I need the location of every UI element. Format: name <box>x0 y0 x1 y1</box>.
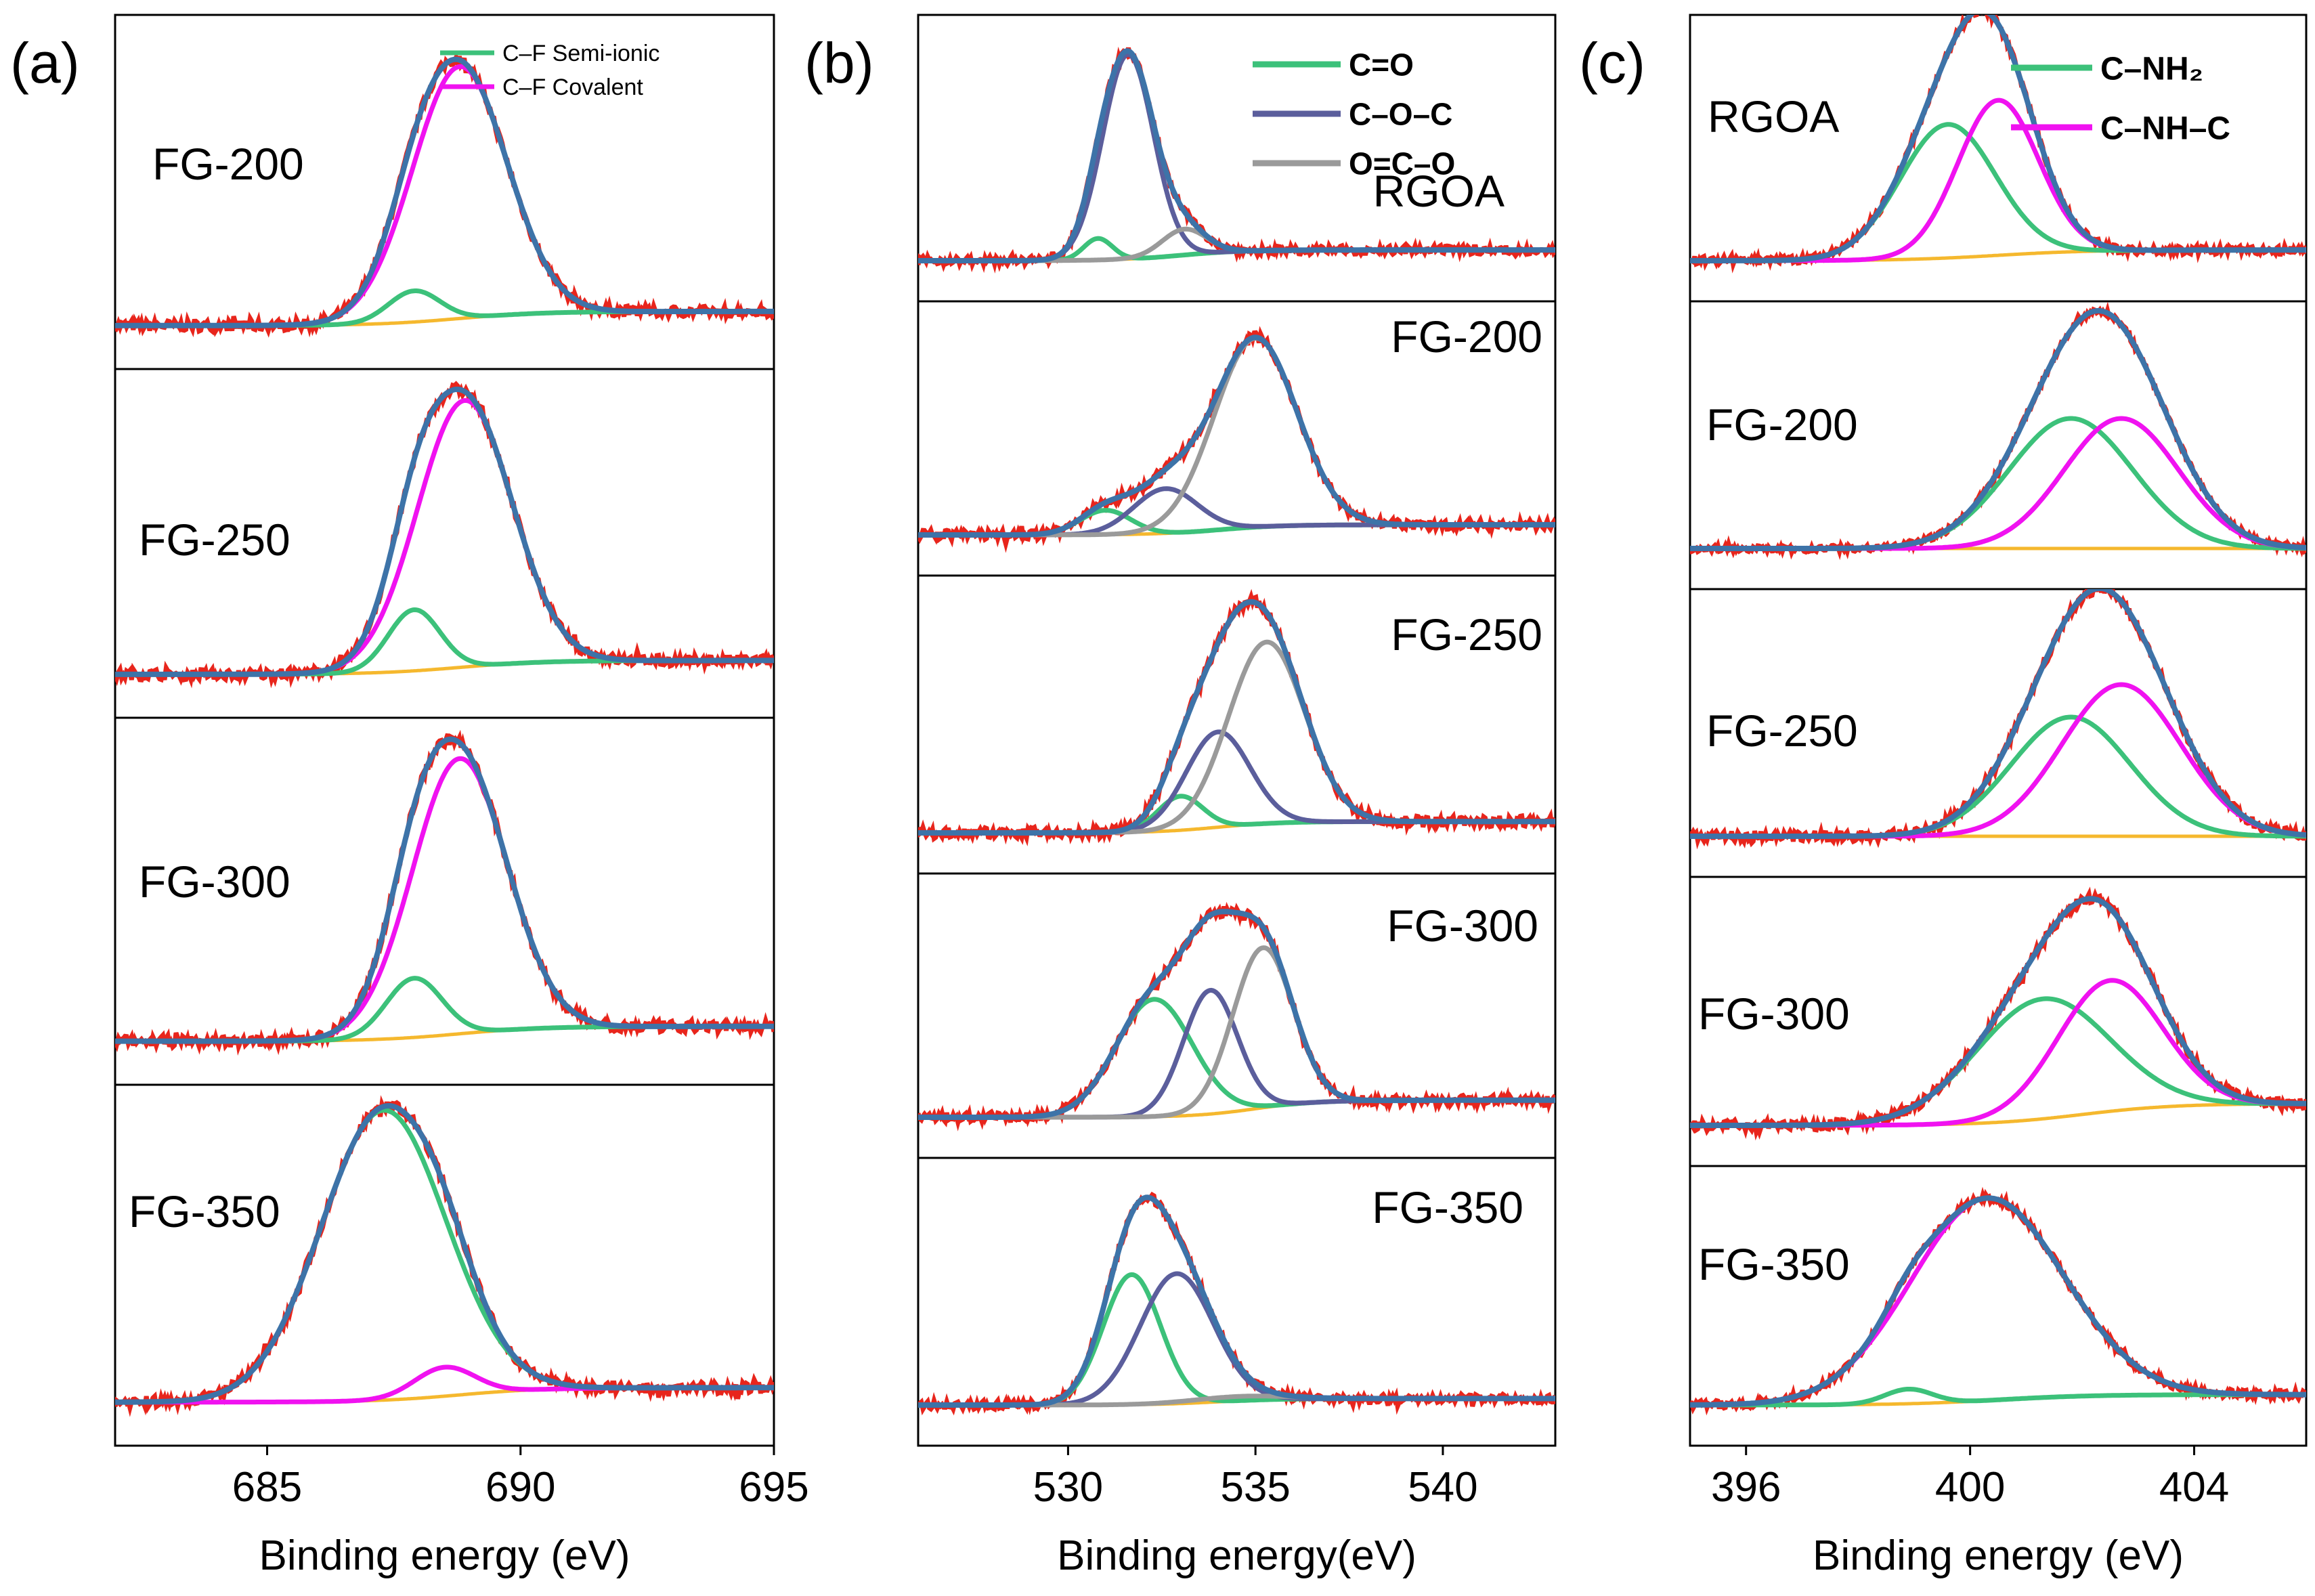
panel-b: C=O C–O–C O=C–O <box>917 14 1557 1455</box>
component-line-slate <box>918 51 1555 263</box>
legend-label: C–NH₂ <box>2100 51 2203 87</box>
envelope-line <box>1690 589 2306 839</box>
x-tick-label: 400 <box>1935 1464 2005 1511</box>
x-tick-label: 530 <box>1033 1464 1103 1511</box>
x-tick-label: 404 <box>2159 1464 2229 1511</box>
component-line-magenta <box>1690 1195 2306 1408</box>
legend-label: C–F Covalent <box>502 74 643 100</box>
raw-data-line <box>918 46 1555 274</box>
spectrum-FG-300 <box>1690 886 2306 1141</box>
component-line-green <box>918 794 1555 836</box>
legend: C–NH₂ C–NH–C <box>2011 51 2230 146</box>
legend-label: C–O–C <box>1349 97 1452 132</box>
x-axis-label: Binding energy (eV) <box>1813 1532 2184 1579</box>
spectrum-FG-300 <box>115 729 774 1056</box>
sample-label: FG-250 <box>1391 609 1542 660</box>
x-tick-label: 690 <box>485 1464 555 1511</box>
panel-c: C–NH₂ C–NH–C <box>1689 14 2308 1455</box>
raw-data-line <box>115 51 774 338</box>
legend-label: O=C–O <box>1349 146 1455 181</box>
x-axis-label: Binding energy(eV) <box>1057 1532 1416 1579</box>
component-line-green <box>115 1108 774 1405</box>
envelope-line <box>115 387 774 677</box>
component-line-magenta <box>115 64 774 328</box>
envelope-line <box>115 56 774 328</box>
legend-label: C=O <box>1349 47 1414 83</box>
panel-label: (a) <box>10 31 80 95</box>
sample-label: RGOA <box>1708 91 1839 142</box>
x-axis-label: Binding energy (eV) <box>259 1532 630 1579</box>
spectrum-FG-200 <box>1690 301 2306 561</box>
spectrum-FG-250 <box>918 588 1555 846</box>
x-tick-label: 540 <box>1408 1464 1477 1511</box>
envelope-line <box>115 736 774 1044</box>
component-line-green <box>115 976 774 1044</box>
axis-frame <box>1689 14 2308 1447</box>
raw-data-line <box>918 326 1555 553</box>
component-line-gray <box>918 639 1555 836</box>
sample-label: FG-350 <box>1698 1239 1850 1289</box>
spectrum-FG-250 <box>115 381 774 689</box>
envelope-line <box>918 599 1555 836</box>
envelope-line <box>918 48 1555 263</box>
component-line-green <box>1690 1387 2306 1408</box>
envelope-line <box>918 909 1555 1120</box>
spectrum-FG-250 <box>1690 589 2306 850</box>
spectrum-RGOA <box>918 46 1555 274</box>
x-tick-label: 695 <box>739 1464 808 1511</box>
component-line-green <box>918 1272 1555 1408</box>
envelope-line <box>1690 1195 2306 1408</box>
x-tick-label: 396 <box>1711 1464 1781 1511</box>
spectrum-FG-350 <box>918 1191 1555 1416</box>
envelope-line <box>918 335 1555 538</box>
raw-data-line <box>115 1095 774 1417</box>
envelope-line <box>1690 896 2306 1128</box>
panel-a: C–F Semi-ionic C–F Covalent <box>114 14 775 1455</box>
envelope-line <box>115 1102 774 1405</box>
legend: C–F Semi-ionic C–F Covalent <box>440 41 659 100</box>
spectrum-FG-200 <box>918 326 1555 553</box>
spectrum-FG-350 <box>1690 1186 2306 1416</box>
x-tick-label: 535 <box>1220 1464 1290 1511</box>
x-tick-label: 685 <box>232 1464 302 1511</box>
legend-label: C–F Semi-ionic <box>502 41 659 66</box>
sample-label: FG-250 <box>1706 706 1858 756</box>
component-line-slate <box>918 1271 1555 1408</box>
axis-frame <box>114 14 775 1447</box>
raw-data-line <box>1690 1186 2306 1416</box>
sample-label: RGOA <box>1373 166 1505 216</box>
spectrum-FG-350 <box>115 1095 774 1417</box>
legend: C=O C–O–C O=C–O <box>1253 47 1455 181</box>
spectrum-FG-200 <box>115 51 774 338</box>
panel-label: (b) <box>804 31 874 95</box>
sample-label: FG-300 <box>139 857 290 907</box>
sample-label: FG-350 <box>1372 1182 1523 1232</box>
sample-label: FG-300 <box>1698 989 1850 1039</box>
sample-label: FG-200 <box>1391 311 1542 362</box>
panel-label: (c) <box>1579 31 1645 95</box>
legend-label: C–NH–C <box>2100 110 2230 146</box>
sample-label: FG-200 <box>1706 400 1858 450</box>
envelope-line <box>1690 15 2306 263</box>
sample-label: FG-350 <box>129 1186 280 1236</box>
spectrum-RGOA <box>1690 15 2306 274</box>
component-line-gray <box>918 335 1555 538</box>
envelope-line <box>918 1194 1555 1408</box>
sample-label: FG-300 <box>1387 901 1538 951</box>
spectrum-FG-300 <box>918 901 1555 1131</box>
sample-label: FG-250 <box>139 515 290 565</box>
envelope-line <box>1690 307 2306 551</box>
axis-frame <box>917 14 1557 1447</box>
sample-label: FG-200 <box>152 139 304 189</box>
